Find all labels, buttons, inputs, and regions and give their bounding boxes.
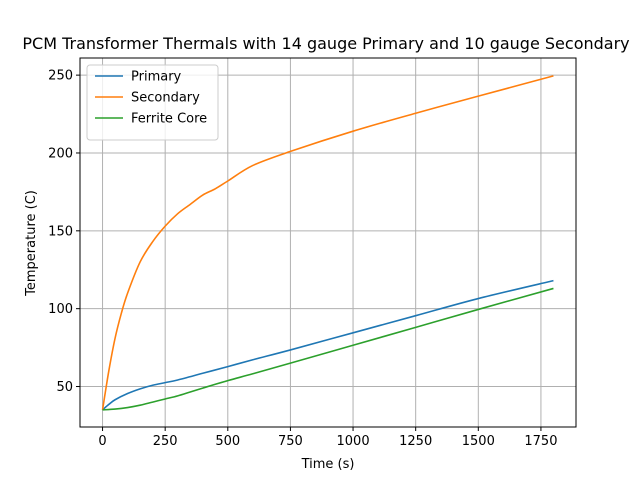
series-line-primary	[102, 279, 554, 411]
axis-ticks: 0 250 500 750 1000 1250 1500 1750 50 100 150 200 250	[48, 69, 557, 449]
x-tick-label: 750	[278, 434, 303, 449]
series-lines	[101, 75, 554, 411]
x-axis-label: Time (s)	[301, 457, 355, 472]
x-tick-label: 1500	[462, 434, 495, 449]
y-axis-label: Temperature (C)	[24, 190, 39, 297]
x-tick-label: 1000	[337, 434, 370, 449]
y-tick-label: 50	[56, 380, 73, 395]
legend-label-secondary: Secondary	[131, 91, 200, 106]
y-tick-label: 200	[48, 146, 73, 161]
y-tick-label: 150	[48, 224, 73, 239]
series-line-ferrite-core	[102, 287, 554, 411]
y-tick-label: 250	[48, 69, 73, 84]
plot-frame	[79, 57, 577, 428]
legend: Primary Secondary Ferrite Core	[86, 64, 219, 141]
legend-label-ferrite-core: Ferrite Core	[131, 112, 207, 127]
x-tick-label: 1750	[524, 434, 557, 449]
x-tick-label: 500	[215, 434, 240, 449]
legend-box	[86, 64, 219, 141]
x-tick-label: 1250	[399, 434, 432, 449]
x-tick-label: 0	[98, 434, 106, 449]
grid	[80, 58, 576, 427]
series-line-secondary	[101, 75, 554, 410]
x-tick-label: 250	[153, 434, 178, 449]
chart-title: PCM Transformer Thermals with 14 gauge P…	[22, 34, 629, 53]
legend-label-primary: Primary	[131, 70, 182, 85]
y-tick-label: 100	[48, 302, 73, 317]
